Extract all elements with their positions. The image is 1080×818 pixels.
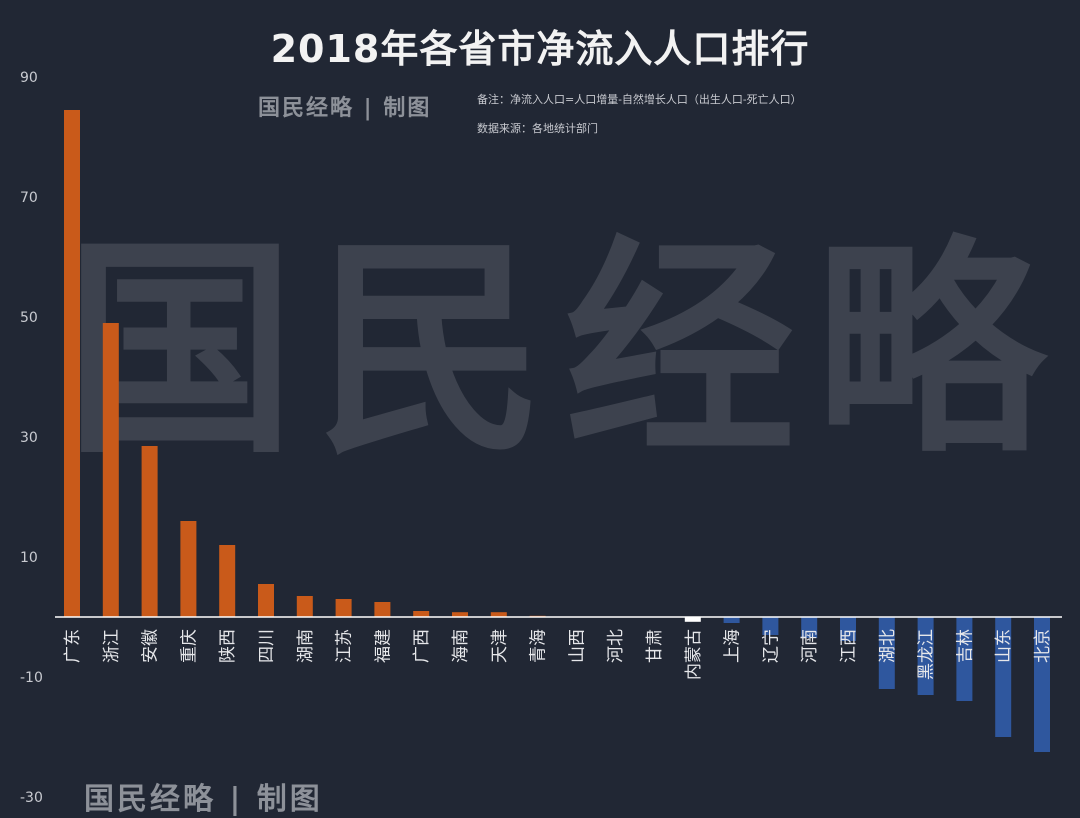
bar-重庆 — [180, 521, 197, 617]
x-tick-label: 山东 — [994, 629, 1014, 663]
x-tick-label: 黑龙江 — [917, 629, 937, 680]
x-tick-label: 广西 — [412, 629, 432, 663]
chart-title: 2018年各省市净流入人口排行 — [270, 27, 810, 71]
bar-江苏 — [335, 599, 352, 617]
bar-吉林 — [956, 617, 973, 701]
x-tick-label: 天津 — [490, 629, 510, 663]
x-tick-label: 江西 — [839, 629, 859, 663]
bar-辽宁 — [762, 617, 779, 635]
bar-广东 — [64, 110, 80, 617]
x-tick-label: 江苏 — [335, 629, 355, 663]
bar-上海 — [723, 617, 740, 623]
y-axis: 90 70 50 30 10 -10 -30 — [20, 70, 43, 806]
y-tick-label: -30 — [20, 790, 43, 806]
x-tick-label: 浙江 — [102, 629, 122, 663]
x-tick-label: 北京 — [1033, 629, 1053, 663]
y-tick-label: 90 — [20, 70, 38, 86]
x-tick-label: 湖北 — [878, 629, 898, 663]
x-axis: 广东 浙江 安徽 重庆 陕西 四川 湖南 江苏 福建 广西 海南 天津 青海 山西 河北 甘肃 内蒙古 上海 辽宁河… — [63, 629, 1053, 680]
x-tick-label: 河南 — [800, 629, 820, 663]
x-tick-label: 海南 — [451, 629, 471, 663]
note-source: 数据来源：各地统计部门 — [477, 122, 598, 135]
bar-陕西 — [219, 545, 236, 617]
x-tick-label: 湖南 — [296, 629, 316, 663]
x-tick-label: 甘肃 — [645, 629, 665, 663]
bar-湖南 — [296, 596, 313, 617]
y-tick-label: 70 — [20, 190, 38, 206]
brand-label-top: 国民经略 | 制图 — [258, 95, 432, 121]
y-tick-label: 50 — [20, 310, 38, 326]
x-tick-label: 辽宁 — [761, 629, 781, 663]
x-tick-label: 上海 — [723, 629, 743, 663]
x-tick-label: 重庆 — [179, 629, 199, 663]
bar-四川 — [258, 584, 274, 617]
note-definition: 备注：净流入人口=人口增量-自然增长人口（出生人口-死亡人口） — [477, 93, 802, 106]
bar-北京 — [1034, 617, 1050, 752]
bars — [64, 110, 1050, 752]
x-tick-label: 山西 — [567, 629, 587, 663]
bar-河南 — [801, 617, 818, 638]
x-tick-label: 内蒙古 — [684, 629, 704, 680]
bar-内蒙古 — [684, 617, 701, 622]
y-tick-label: 30 — [20, 430, 38, 446]
bar-天津 — [490, 612, 507, 617]
bar-江西 — [840, 617, 856, 641]
bar-浙江 — [102, 323, 119, 617]
x-tick-label: 福建 — [373, 629, 393, 663]
y-tick-label: -10 — [20, 670, 43, 686]
x-tick-label: 安徽 — [141, 629, 161, 663]
x-tick-label: 吉林 — [955, 629, 975, 663]
bar-安徽 — [141, 446, 158, 617]
x-tick-label: 四川 — [257, 629, 277, 663]
bar-黑龙江 — [917, 617, 934, 695]
bar-湖北 — [878, 617, 895, 689]
x-tick-label: 河北 — [606, 629, 626, 663]
bar-福建 — [374, 602, 391, 617]
x-tick-label: 陕西 — [218, 629, 238, 663]
y-tick-label: 10 — [20, 550, 38, 566]
x-tick-label: 广东 — [63, 629, 83, 663]
brand-label-bottom: 国民经略 | 制图 — [84, 782, 323, 817]
bar-山东 — [995, 617, 1012, 737]
bar-广西 — [413, 611, 430, 617]
bar-海南 — [452, 612, 468, 617]
x-tick-label: 青海 — [529, 629, 549, 663]
